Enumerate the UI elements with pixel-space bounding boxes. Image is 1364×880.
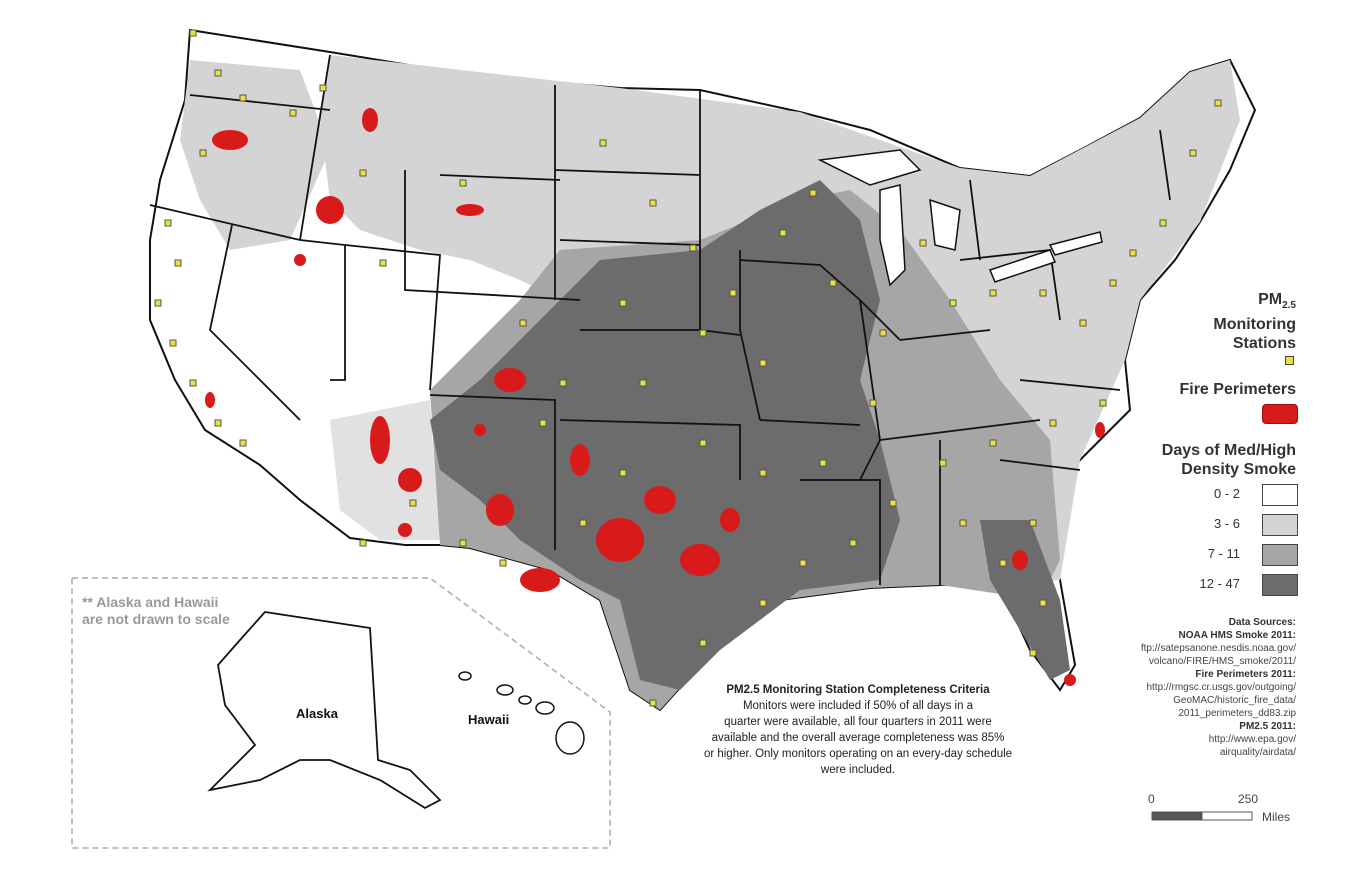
fire-source-label: Fire Perimeters 2011: [1195,669,1296,680]
fire-title: Fire Perimeters [1179,381,1296,398]
class-swatch-0 [1262,484,1298,506]
stations-title: PM2.5 [1213,290,1296,315]
completeness-criteria: PM2.5 Monitoring Station Completeness Cr… [668,682,1048,778]
inset-frame [71,577,611,849]
stations-legend: PM2.5 Monitoring Stations [1213,290,1296,353]
alaska-label: Alaska [296,706,338,721]
noaa-url-1: ftp://satepsanone.nesdis.noaa.gov/ [1140,643,1296,654]
stations-title-line2: Monitoring [1213,316,1296,334]
criteria-line-5: were included. [820,764,896,776]
smoke-zone-light-west [180,60,330,250]
fire-url-3: 2011_perimeters_dd83.zip [1178,708,1296,719]
fire-perimeters [205,108,1105,686]
fire-url-1: http://rmgsc.cr.usgs.gov/outgoing/ [1146,682,1296,693]
class-label-2: 7 - 11 [1207,546,1240,561]
scale-unit: Miles [1262,810,1291,824]
data-sources: Data Sources: NOAA HMS Smoke 2011: ftp:/… [1056,616,1296,759]
inset-note-line2: are not drawn to scale [82,611,230,627]
sources-title: Data Sources: [1228,617,1296,628]
noaa-url-2: volcano/FIRE/HMS_smoke/2011/ [1148,656,1296,667]
class-label-0: 0 - 2 [1213,486,1240,501]
criteria-line-3: available and the overall average comple… [711,732,1005,744]
alaska-shape [207,611,442,810]
criteria-line-1: Monitors were included if 50% of all day… [742,700,974,712]
state-borders [149,54,1171,585]
class-label-1: 3 - 6 [1213,516,1240,531]
pm-url-2: airquality/airdata/ [1219,747,1296,758]
smoke-title-line1: Days of Med/High [1161,442,1296,459]
smoke-legend: Days of Med/High Density Smoke [1162,441,1296,479]
scale-end: 250 [1238,792,1259,806]
criteria-title: PM2.5 Monitoring Station Completeness Cr… [726,684,990,696]
stations-title-sub: 2.5 [1282,300,1296,312]
stations-title-pm: PM [1258,291,1283,308]
criteria-line-2: quarter were available, all four quarter… [724,716,992,728]
inset-note: ** Alaska and Hawaii are not drawn to sc… [82,594,230,628]
inset-note-line1: ** Alaska and Hawaii [82,594,219,610]
smoke-zone-dark [430,180,900,690]
fire-url-2: GeoMAC/historic_fire_data/ [1173,695,1296,706]
scale-bar [1151,811,1253,821]
pm25-stations [154,29,1222,707]
class-swatch-2 [1262,544,1298,566]
noaa-source-label: NOAA HMS Smoke 2011: [1178,630,1296,641]
hawaii-shape [458,671,585,755]
smoke-title-line2: Density Smoke [1181,461,1296,478]
station-swatch [1285,356,1294,365]
criteria-line-4: or higher. Only monitors operating on an… [703,748,1013,760]
pm-url-1: http://www.epa.gov/ [1208,734,1296,745]
class-swatch-1 [1262,514,1298,536]
pm-source-label: PM2.5 2011: [1239,721,1296,732]
great-lakes [817,149,1103,287]
stations-title-line3: Stations [1232,335,1296,353]
hawaii-label: Hawaii [468,712,510,727]
class-label-3: 12 - 47 [1199,576,1240,591]
fire-swatch [1262,404,1298,424]
scale-start: 0 [1148,792,1155,806]
class-swatch-3 [1262,574,1298,596]
